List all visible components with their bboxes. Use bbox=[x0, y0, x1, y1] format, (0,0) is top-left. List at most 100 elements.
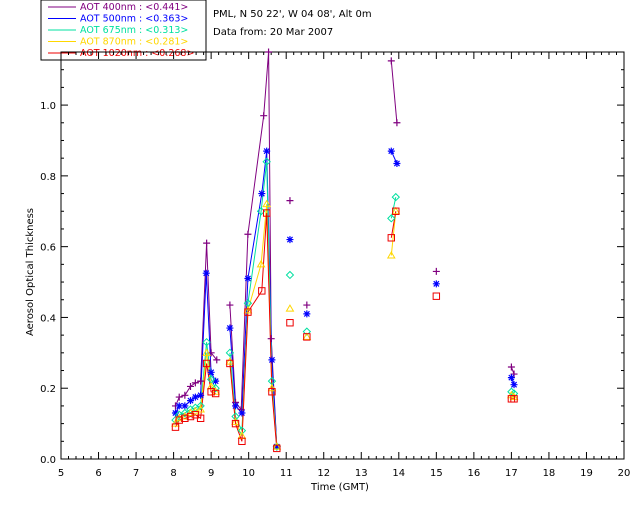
data-point bbox=[207, 388, 215, 396]
data-point bbox=[226, 359, 234, 368]
data-point bbox=[190, 406, 200, 415]
data-point bbox=[196, 401, 205, 411]
data-point bbox=[256, 259, 266, 268]
x-tick-label: 20 bbox=[618, 468, 631, 479]
data-point bbox=[180, 408, 190, 418]
data-point bbox=[285, 270, 295, 280]
data-point bbox=[186, 382, 194, 390]
data-point bbox=[202, 359, 211, 368]
data-point bbox=[211, 389, 220, 398]
data-point bbox=[197, 391, 205, 399]
series-line bbox=[390, 211, 397, 238]
data-point bbox=[175, 416, 183, 424]
x-axis-label: Time (GMT) bbox=[310, 482, 369, 493]
legend: AOT 400nm : <0.441>AOT 500nm : <0.363>AO… bbox=[48, 2, 194, 59]
data-point bbox=[196, 404, 205, 413]
data-point bbox=[268, 356, 276, 364]
data-point bbox=[286, 197, 294, 205]
x-tick-label: 18 bbox=[543, 468, 556, 479]
x-tick-label: 13 bbox=[355, 468, 368, 479]
series-line bbox=[229, 212, 278, 449]
data-point bbox=[225, 357, 235, 365]
data-point bbox=[212, 377, 220, 385]
data-point bbox=[391, 192, 401, 202]
data-point bbox=[232, 402, 240, 410]
series-layer bbox=[171, 48, 519, 453]
site-info: PML, N 50 22', W 04 08', Alt 0m bbox=[213, 9, 372, 20]
data-point bbox=[507, 374, 515, 382]
data-point bbox=[202, 338, 211, 347]
data-point bbox=[386, 251, 396, 259]
y-tick-label: 0.0 bbox=[40, 455, 56, 466]
data-point bbox=[207, 368, 215, 376]
series-1 bbox=[175, 150, 515, 447]
x-tick-label: 9 bbox=[208, 468, 214, 479]
legend-entry: AOT 675nm : <0.313> bbox=[80, 25, 188, 36]
data-point bbox=[273, 443, 281, 451]
legend-entry: AOT 1020nm : <0.268> bbox=[80, 48, 194, 59]
data-point bbox=[303, 310, 311, 318]
series-4 bbox=[175, 211, 514, 449]
x-tick-label: 11 bbox=[280, 468, 293, 479]
data-point bbox=[186, 397, 194, 405]
data-point bbox=[244, 230, 252, 238]
x-tick-label: 17 bbox=[505, 468, 518, 479]
data-point bbox=[285, 304, 295, 312]
data-point bbox=[258, 287, 266, 295]
x-tick-label: 7 bbox=[133, 468, 139, 479]
data-point bbox=[510, 381, 518, 389]
legend-entry: AOT 400nm : <0.441> bbox=[80, 2, 188, 13]
x-tick-label: 19 bbox=[580, 468, 593, 479]
data-point bbox=[244, 275, 252, 283]
data-point bbox=[387, 57, 395, 65]
series-2 bbox=[175, 161, 515, 447]
data-point bbox=[174, 413, 184, 422]
data-point bbox=[196, 414, 205, 423]
data-point bbox=[238, 409, 246, 417]
series-line bbox=[390, 150, 398, 164]
data-point bbox=[302, 327, 312, 336]
data-point bbox=[191, 379, 199, 387]
data-point bbox=[181, 402, 189, 410]
series-line bbox=[390, 60, 398, 123]
y-tick-label: 0.4 bbox=[40, 313, 56, 324]
data-point bbox=[265, 48, 273, 56]
data-point bbox=[392, 207, 400, 215]
data-point bbox=[432, 292, 441, 300]
data-point bbox=[226, 324, 234, 332]
data-point bbox=[260, 112, 268, 120]
x-tick-label: 5 bbox=[58, 468, 64, 479]
series-markers-4 bbox=[171, 207, 518, 453]
data-point bbox=[231, 417, 240, 425]
data-point bbox=[237, 426, 247, 435]
series-0 bbox=[175, 51, 515, 447]
data-point bbox=[387, 147, 395, 155]
plot-frame bbox=[60, 51, 625, 460]
series-markers-2 bbox=[171, 157, 519, 451]
data-point bbox=[171, 423, 180, 431]
legend-entry: AOT 500nm : <0.363> bbox=[80, 14, 188, 25]
data-point bbox=[286, 319, 294, 327]
data-point bbox=[262, 157, 271, 166]
x-tick-label: 10 bbox=[242, 468, 255, 479]
data-point bbox=[267, 335, 275, 343]
data-point bbox=[175, 402, 183, 410]
axis-ticks: 5 6 7 8 9 10 11 12 13 14 15 16 17 18 19 20 0.0 0.2 0.4 0.6 0… bbox=[40, 52, 630, 479]
x-tick-label: 15 bbox=[430, 468, 443, 479]
x-tick-label: 6 bbox=[95, 468, 101, 479]
x-tick-label: 8 bbox=[170, 468, 176, 479]
data-point bbox=[191, 393, 199, 401]
data-point bbox=[391, 206, 401, 215]
data-point bbox=[387, 214, 396, 223]
data-point bbox=[267, 383, 277, 392]
series-markers-1 bbox=[171, 147, 518, 451]
data-point bbox=[286, 236, 294, 244]
data-point bbox=[181, 414, 189, 423]
data-point bbox=[272, 442, 282, 450]
series-markers-0 bbox=[171, 48, 518, 451]
data-point bbox=[303, 301, 311, 309]
y-tick-label: 1.0 bbox=[40, 101, 56, 112]
date-info: Data from: 20 Mar 2007 bbox=[213, 27, 333, 38]
x-tick-label: 14 bbox=[392, 468, 405, 479]
data-point bbox=[263, 147, 271, 155]
